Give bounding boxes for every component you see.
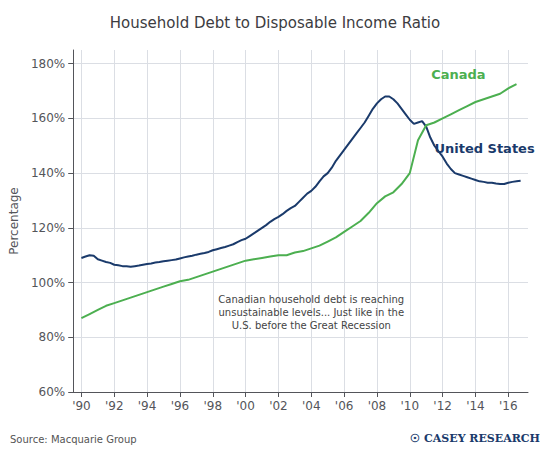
svg-text:Canadian household debt is rea: Canadian household debt is reaching	[218, 294, 404, 305]
svg-text:Canada: Canada	[431, 67, 485, 82]
svg-text:80%: 80%	[39, 330, 66, 344]
svg-text:'98: '98	[203, 399, 222, 413]
svg-text:140%: 140%	[31, 166, 65, 180]
svg-text:60%: 60%	[39, 385, 66, 399]
svg-text:'94: '94	[138, 399, 157, 413]
svg-text:'96: '96	[171, 399, 190, 413]
svg-text:180%: 180%	[31, 57, 65, 71]
svg-text:'92: '92	[105, 399, 124, 413]
svg-text:United States: United States	[434, 141, 535, 156]
svg-text:'16: '16	[499, 399, 518, 413]
svg-text:'04: '04	[302, 399, 321, 413]
svg-text:'00: '00	[236, 399, 255, 413]
svg-text:'02: '02	[269, 399, 288, 413]
svg-text:Household Debt to Disposable I: Household Debt to Disposable Income Rati…	[110, 14, 440, 32]
svg-text:Percentage: Percentage	[7, 187, 21, 255]
svg-text:120%: 120%	[31, 221, 65, 235]
svg-text:'08: '08	[368, 399, 387, 413]
svg-text:U.S. before the Great Recessio: U.S. before the Great Recession	[232, 320, 391, 331]
svg-text:unsustainable levels... Just l: unsustainable levels... Just like in the	[219, 307, 405, 318]
svg-text:Source: Macquarie Group: Source: Macquarie Group	[10, 434, 137, 445]
svg-text:'90: '90	[72, 399, 91, 413]
svg-text:☉ CASEY RESEARCH: ☉ CASEY RESEARCH	[410, 432, 540, 445]
svg-text:'12: '12	[433, 399, 452, 413]
svg-text:100%: 100%	[31, 276, 65, 290]
svg-text:160%: 160%	[31, 111, 65, 125]
svg-text:'10: '10	[400, 399, 419, 413]
svg-text:'14: '14	[466, 399, 485, 413]
svg-text:'06: '06	[335, 399, 354, 413]
